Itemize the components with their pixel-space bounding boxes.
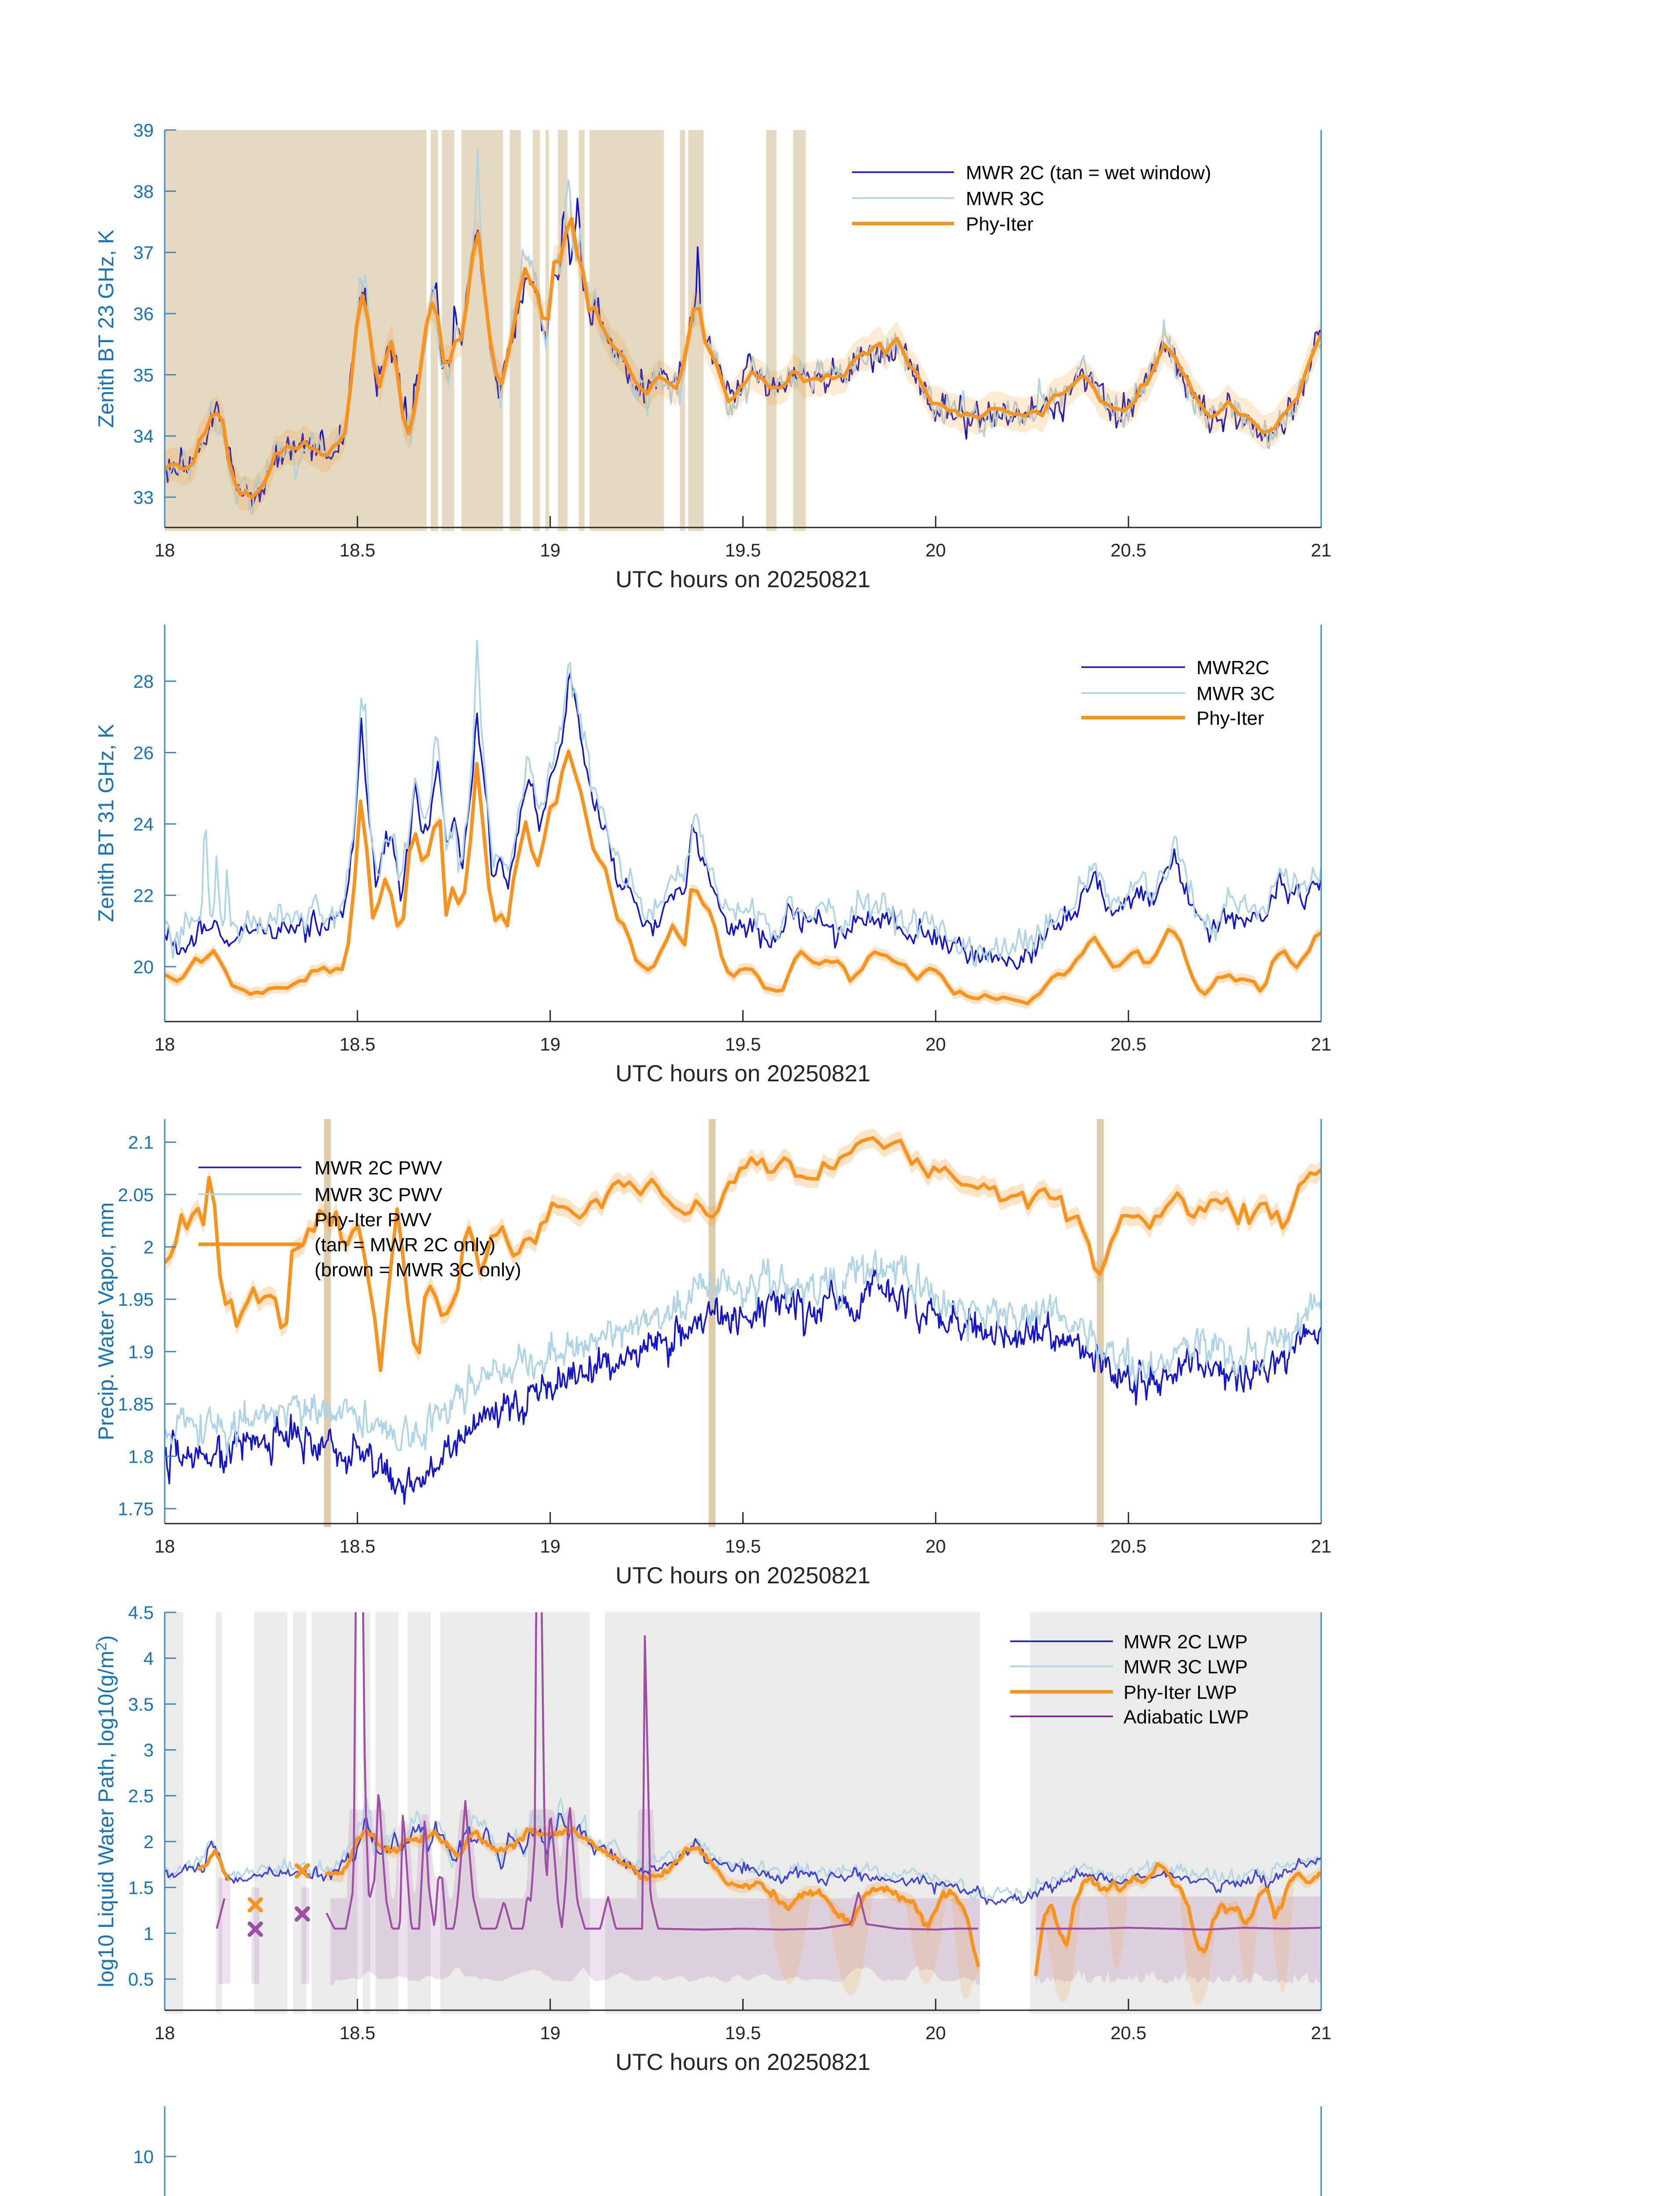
svg-text:10: 10 xyxy=(133,2146,154,2167)
svg-text:Zenith BT 23 GHz, K: Zenith BT 23 GHz, K xyxy=(94,230,118,428)
svg-text:20.5: 20.5 xyxy=(1110,540,1146,560)
svg-text:28: 28 xyxy=(133,671,154,692)
svg-text:UTC hours on 20250821: UTC hours on 20250821 xyxy=(615,1563,870,1589)
svg-text:log10 Liquid Water Path, log10: log10 Liquid Water Path, log10(g/m2) xyxy=(93,1635,118,1987)
svg-text:20: 20 xyxy=(925,540,946,560)
svg-text:21: 21 xyxy=(1311,1034,1332,1055)
svg-text:18: 18 xyxy=(155,540,175,560)
svg-text:33: 33 xyxy=(133,487,154,508)
svg-text:18.5: 18.5 xyxy=(340,1536,376,1557)
svg-text:20: 20 xyxy=(925,2023,946,2043)
svg-text:3: 3 xyxy=(144,1740,154,1760)
svg-text:Phy-Iter LWP: Phy-Iter LWP xyxy=(1124,1682,1237,1703)
svg-text:2: 2 xyxy=(144,1831,154,1852)
svg-text:Zenith BT 31 GHz, K: Zenith BT 31 GHz, K xyxy=(94,724,118,922)
svg-text:2.1: 2.1 xyxy=(128,1132,154,1153)
svg-text:18: 18 xyxy=(155,1034,175,1055)
svg-text:20: 20 xyxy=(925,1536,946,1557)
svg-text:UTC hours on 20250821: UTC hours on 20250821 xyxy=(615,2049,870,2075)
svg-text:35: 35 xyxy=(133,365,154,385)
svg-text:19.5: 19.5 xyxy=(725,2023,761,2043)
svg-text:18.5: 18.5 xyxy=(340,1034,376,1055)
svg-text:21: 21 xyxy=(1311,1536,1332,1557)
svg-text:2: 2 xyxy=(144,1237,154,1257)
svg-text:MWR 3C: MWR 3C xyxy=(1196,683,1275,704)
svg-text:34: 34 xyxy=(133,426,154,447)
svg-text:19: 19 xyxy=(540,540,560,560)
svg-text:3.5: 3.5 xyxy=(128,1694,154,1715)
svg-text:MWR 2C PWV: MWR 2C PWV xyxy=(314,1157,443,1179)
svg-text:18: 18 xyxy=(155,2023,175,2043)
svg-text:4.5: 4.5 xyxy=(128,1602,154,1623)
svg-text:MWR 3C: MWR 3C xyxy=(966,188,1044,209)
svg-text:MWR 3C LWP: MWR 3C LWP xyxy=(1124,1656,1248,1678)
svg-text:0.5: 0.5 xyxy=(128,1969,154,1990)
svg-text:(tan = MWR 2C only): (tan = MWR 2C only) xyxy=(314,1234,495,1256)
svg-text:MWR 2C (tan = wet window): MWR 2C (tan = wet window) xyxy=(966,162,1211,184)
svg-text:UTC hours on 20250821: UTC hours on 20250821 xyxy=(615,1061,870,1087)
svg-text:18: 18 xyxy=(155,1536,175,1557)
svg-text:20.5: 20.5 xyxy=(1110,1034,1146,1055)
svg-text:26: 26 xyxy=(133,743,154,763)
svg-text:37: 37 xyxy=(133,242,154,263)
svg-text:21: 21 xyxy=(1311,2023,1332,2043)
svg-text:20.5: 20.5 xyxy=(1110,2023,1146,2043)
svg-text:UTC hours on 20250821: UTC hours on 20250821 xyxy=(615,567,870,592)
svg-text:1.85: 1.85 xyxy=(118,1394,154,1415)
svg-text:22: 22 xyxy=(133,885,154,906)
svg-text:19.5: 19.5 xyxy=(725,1034,761,1055)
svg-text:19: 19 xyxy=(540,1034,560,1055)
svg-text:1.5: 1.5 xyxy=(128,1877,154,1898)
svg-text:Phy-Iter PWV: Phy-Iter PWV xyxy=(314,1209,432,1231)
svg-text:20: 20 xyxy=(925,1034,946,1055)
svg-text:19: 19 xyxy=(540,2023,560,2043)
svg-text:4: 4 xyxy=(144,1648,154,1669)
svg-text:2.05: 2.05 xyxy=(118,1185,154,1205)
svg-text:MWR2C: MWR2C xyxy=(1196,657,1269,679)
svg-text:Adiabatic LWP: Adiabatic LWP xyxy=(1124,1706,1249,1728)
svg-text:39: 39 xyxy=(133,120,154,141)
svg-text:1.8: 1.8 xyxy=(128,1446,154,1467)
svg-text:Precip. Water Vapor, mm: Precip. Water Vapor, mm xyxy=(94,1203,118,1441)
svg-text:(brown = MWR 3C only): (brown = MWR 3C only) xyxy=(314,1259,521,1281)
svg-text:20.5: 20.5 xyxy=(1110,1536,1146,1557)
svg-text:1.75: 1.75 xyxy=(118,1499,154,1519)
svg-text:Phy-Iter: Phy-Iter xyxy=(1196,708,1264,729)
svg-text:1: 1 xyxy=(144,1923,154,1944)
svg-text:19.5: 19.5 xyxy=(725,1536,761,1557)
svg-text:18.5: 18.5 xyxy=(340,2023,376,2043)
svg-text:20: 20 xyxy=(133,957,154,977)
svg-text:38: 38 xyxy=(133,181,154,202)
svg-text:1.9: 1.9 xyxy=(128,1341,154,1362)
svg-text:36: 36 xyxy=(133,303,154,324)
svg-text:1.95: 1.95 xyxy=(118,1289,154,1310)
svg-text:19: 19 xyxy=(540,1536,560,1557)
svg-text:MWR 2C LWP: MWR 2C LWP xyxy=(1124,1631,1248,1653)
svg-text:24: 24 xyxy=(133,814,154,834)
svg-text:21: 21 xyxy=(1311,540,1332,560)
svg-text:MWR 3C PWV: MWR 3C PWV xyxy=(314,1184,443,1206)
svg-text:18.5: 18.5 xyxy=(340,540,376,560)
svg-text:2.5: 2.5 xyxy=(128,1786,154,1806)
svg-text:19.5: 19.5 xyxy=(725,540,761,560)
svg-text:Phy-Iter: Phy-Iter xyxy=(966,213,1033,235)
